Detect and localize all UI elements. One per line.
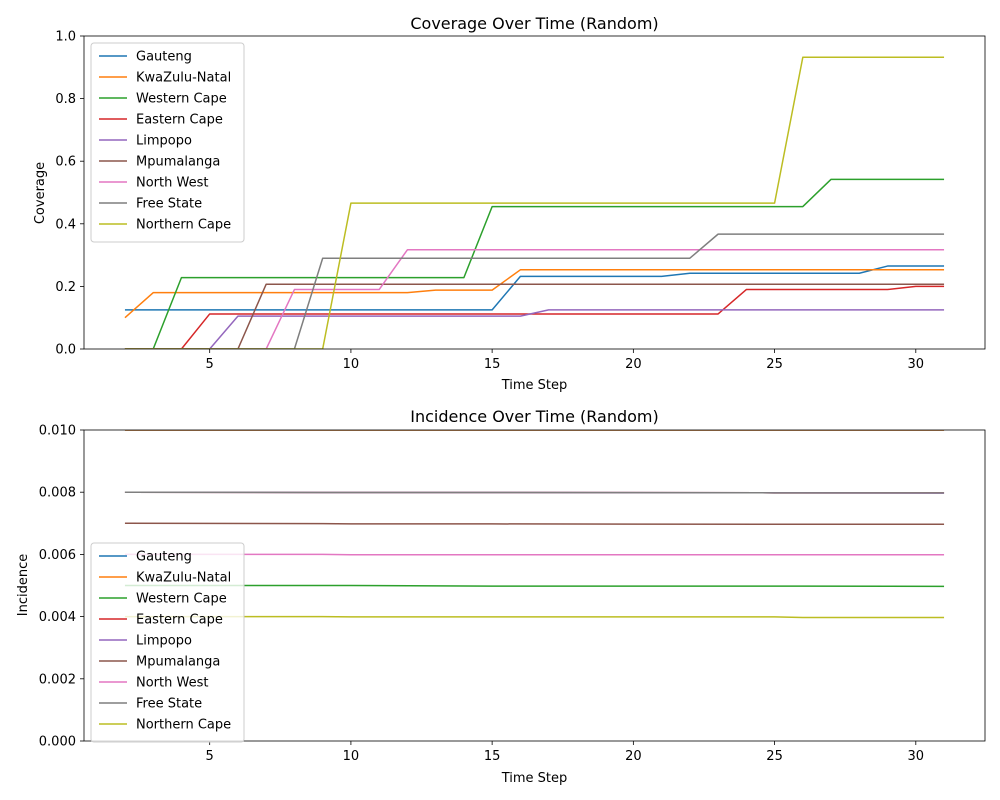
coverage-x-tick-label: 5: [206, 357, 214, 372]
incidence-legend-label: Limpopo: [136, 634, 192, 649]
coverage-x-tick-label: 10: [343, 357, 360, 372]
incidence-legend-box: [90, 542, 245, 743]
incidence-y-tick-label: 0.010: [39, 424, 76, 439]
coverage-y-tick-label: 0.0: [55, 343, 76, 358]
coverage-legend-label: North West: [136, 176, 208, 191]
coverage-legend-label: Free State: [136, 197, 202, 212]
coverage-legend-box: [90, 42, 245, 243]
incidence-legend-label: Mpumalanga: [136, 655, 220, 670]
coverage-y-tick-label: 0.6: [55, 155, 76, 170]
incidence-legend: Gauteng KwaZulu-Natal Western Cape Eastern …: [90, 542, 245, 743]
coverage-legend-label: Western Cape: [136, 92, 227, 107]
incidence-line-mpumalanga: [124, 522, 945, 525]
incidence-y-tick-label: 0.000: [39, 735, 76, 750]
incidence-chart-title: Incidence Over Time (Random): [410, 407, 659, 426]
coverage-line-kwazulu-natal: [124, 269, 945, 319]
incidence-legend-label: Free State: [136, 697, 202, 712]
coverage-legend: Gauteng KwaZulu-Natal Western Cape Eastern …: [90, 42, 245, 243]
incidence-x-tick-label: 30: [908, 749, 925, 764]
coverage-line-eastern-cape: [124, 285, 945, 349]
incidence-line-western-cape: [124, 584, 945, 588]
coverage-legend-label: Northern Cape: [136, 218, 231, 233]
incidence-y-tick-label: 0.006: [39, 548, 76, 563]
coverage-legend-label: Eastern Cape: [136, 113, 223, 128]
incidence-chart-ylabel: Incidence: [16, 554, 31, 616]
incidence-y-tick-label: 0.004: [39, 610, 76, 625]
coverage-chart-xlabel: Time Step: [501, 378, 568, 393]
coverage-legend-label: Gauteng: [136, 50, 192, 65]
incidence-x-tick-label: 25: [766, 749, 783, 764]
incidence-x-tick-label: 10: [343, 749, 360, 764]
coverage-legend-label: Mpumalanga: [136, 155, 220, 170]
coverage-chart-ylabel: Coverage: [33, 162, 48, 224]
coverage-line-northern-cape: [124, 56, 945, 349]
coverage-y-tick-label: 0.4: [55, 217, 76, 232]
incidence-legend-label: Northern Cape: [136, 718, 231, 733]
incidence-legend-label: Eastern Cape: [136, 613, 223, 628]
incidence-axes-frame: [83, 429, 986, 742]
coverage-chart-title: Coverage Over Time (Random): [410, 14, 658, 33]
coverage-chart: Coverage Over Time (Random) Time Step Co…: [33, 14, 986, 393]
incidence-line-free-state: [124, 491, 945, 494]
incidence-chart-xlabel: Time Step: [501, 771, 568, 786]
incidence-y-tick-label: 0.002: [39, 672, 76, 687]
coverage-x-tick-label: 15: [484, 357, 501, 372]
coverage-y-tick-label: 0.2: [55, 280, 76, 295]
incidence-x-tick-label: 15: [484, 749, 501, 764]
coverage-y-tick-label: 1.0: [55, 30, 76, 45]
incidence-x-tick-label: 5: [206, 749, 214, 764]
coverage-y-tick-label: 0.8: [55, 92, 76, 107]
incidence-chart: Incidence Over Time (Random) Time Step I…: [16, 407, 986, 786]
coverage-line-western-cape: [124, 178, 945, 349]
coverage-x-tick-label: 25: [766, 357, 783, 372]
coverage-legend-label: KwaZulu-Natal: [136, 71, 231, 86]
incidence-legend-label: North West: [136, 676, 208, 691]
incidence-legend-label: Gauteng: [136, 550, 192, 565]
coverage-line-north-west: [124, 249, 945, 349]
coverage-line-mpumalanga: [124, 283, 945, 349]
incidence-y-tick-label: 0.008: [39, 486, 76, 501]
coverage-x-tick-label: 20: [625, 357, 642, 372]
incidence-legend-label: Western Cape: [136, 592, 227, 607]
incidence-legend-label: KwaZulu-Natal: [136, 571, 231, 586]
incidence-x-tick-label: 20: [625, 749, 642, 764]
coverage-line-limpopo: [124, 309, 945, 349]
coverage-x-tick-label: 30: [908, 357, 925, 372]
incidence-line-northern-cape: [124, 615, 945, 619]
coverage-line-free-state: [124, 233, 945, 349]
coverage-axes-frame: [83, 35, 986, 350]
coverage-series-lines: [124, 56, 945, 349]
incidence-series-lines: [124, 430, 945, 619]
coverage-line-gauteng: [124, 265, 945, 311]
coverage-legend-label: Limpopo: [136, 134, 192, 149]
